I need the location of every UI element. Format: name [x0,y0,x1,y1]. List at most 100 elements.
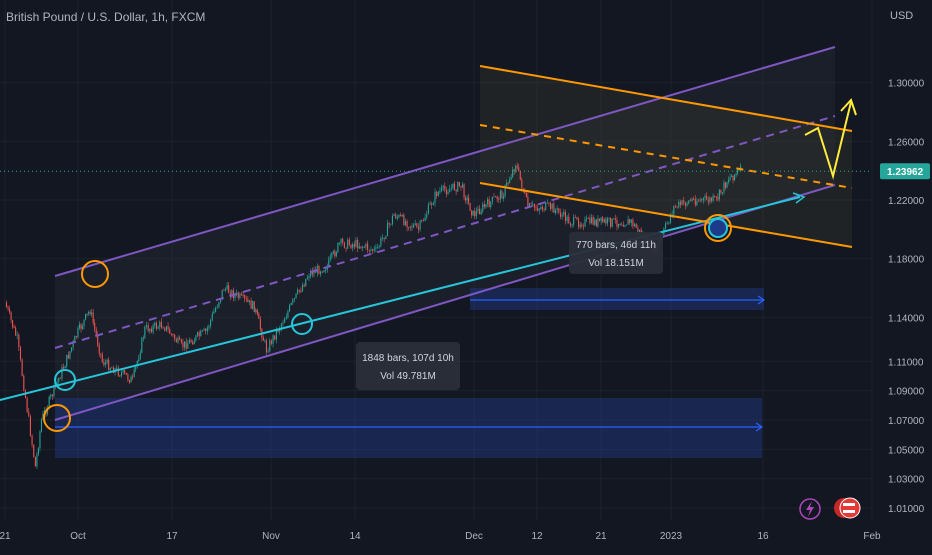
candle-body [303,285,305,287]
symbol-title[interactable]: British Pound / U.S. Dollar, 1h, FXCM [6,10,206,24]
candle-body [287,311,289,318]
candle-body [499,191,501,200]
candle-body [180,339,182,343]
lightning-circle [799,498,821,520]
x-axis[interactable]: 21 Oct 17 Nov 14 Dec 12 21 2023 16 Feb [0,531,881,542]
candle-body [132,376,134,378]
candle-body [106,359,108,363]
candle-body [673,205,675,215]
candle-body [145,325,148,327]
candle-body [250,300,252,309]
candle-body [323,270,325,273]
candle-body [81,325,84,329]
candle-body [403,214,405,226]
candle-body [28,411,30,417]
channel-fill [55,47,835,420]
candle-body [295,293,297,299]
x-tick-label: 12 [531,531,543,542]
candle-body [735,173,737,175]
candle-body [421,220,423,222]
candle-body [516,165,518,168]
candle-body [15,327,17,336]
candle-body [717,197,719,200]
candle-body [519,170,521,180]
candle-body [357,239,359,249]
projection-path [804,101,852,180]
candle-body [353,244,355,247]
candle-body [581,224,583,227]
candle-body [482,204,484,212]
candle-body [50,394,52,397]
candle-body [561,215,563,217]
candle-body [275,330,277,340]
candle-body [571,224,573,226]
candle-body [378,245,380,248]
candle-body [174,334,176,340]
candle-body [597,218,599,227]
candle-body [179,337,181,340]
candle-body [436,192,438,196]
candle-body [679,201,681,205]
candle-body [479,208,481,215]
candle-body [419,221,421,230]
y-tick-label: 1.09000 [888,387,925,398]
candle-body [468,197,470,203]
channel-mid-line [54,115,836,349]
us-uk-flags-icon[interactable] [834,497,861,519]
candle-body [242,294,244,296]
last-price-badge [880,163,930,180]
marker-orange-1 [81,260,109,288]
candle-body [691,198,693,201]
flag-stripe-1 [843,503,855,506]
candle-body [282,322,284,324]
candle-body [177,337,179,343]
candle-body [71,347,73,352]
candle-body [396,217,398,219]
candle-body [111,367,113,369]
candle-body [616,219,618,227]
candle-body [491,196,493,202]
desc-channel-upper [479,65,853,132]
candle-body [718,189,720,200]
candle-body [187,343,189,349]
candle-body [697,200,700,202]
candle-body [154,322,156,326]
y-axis[interactable]: 1.30000 1.26000 1.22000 1.18000 1.14000 1.110… [880,79,930,515]
candle-body [16,334,18,336]
candle-body [619,223,621,226]
candle-body [221,289,223,299]
candle-body [320,271,322,275]
candle-body [465,197,467,201]
currency-label[interactable]: USD [890,10,914,22]
candle-body [78,324,81,329]
candle-body [483,204,485,208]
candle-body [363,246,365,248]
candle-body [553,203,555,213]
candle-body [64,366,66,369]
candle-body [429,203,431,205]
candle-body [537,208,539,211]
candle-body [533,204,535,208]
candle-body [587,218,589,219]
candle-body [579,224,581,227]
candle-body [340,239,342,243]
candle-body [155,322,157,329]
candle-body [328,259,330,266]
candle-body [376,247,379,248]
candle-body [72,340,74,348]
candle-body [671,214,673,216]
candle-body [224,288,227,291]
candle-body [258,313,260,319]
candle-body [124,370,126,373]
candle-body [42,413,44,420]
candle-body [453,183,456,190]
y-tick-label: 1.07000 [888,416,925,427]
candle-body [546,202,548,204]
lightning-icon[interactable] [799,498,821,520]
candle-body [515,165,517,172]
candle-body [313,270,315,275]
candle-body [635,224,637,228]
drawings-front [0,46,872,432]
